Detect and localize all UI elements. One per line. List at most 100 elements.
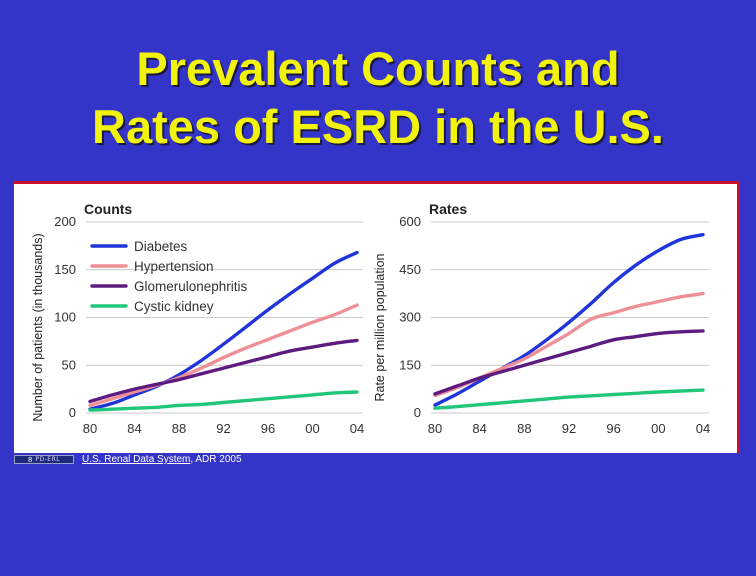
data-point — [178, 374, 180, 376]
y-tick-label: 200 — [54, 214, 76, 229]
data-point — [434, 404, 436, 406]
data-point — [289, 293, 291, 295]
x-tick-label: 80 — [83, 421, 97, 436]
data-point — [590, 395, 592, 397]
data-point — [245, 326, 247, 328]
data-point — [680, 296, 682, 298]
data-point — [311, 346, 314, 348]
title-line-1: Prevalent Counts and — [136, 42, 620, 95]
data-point — [657, 250, 659, 252]
data-point — [702, 293, 704, 295]
source-link[interactable]: U.S. Renal Data System — [82, 454, 191, 465]
data-point — [200, 367, 202, 369]
x-tick-label: 92 — [562, 421, 576, 436]
data-point — [456, 385, 458, 387]
data-point — [702, 234, 704, 236]
data-point — [613, 393, 615, 396]
data-point — [133, 394, 136, 396]
data-point — [267, 398, 269, 400]
data-point — [657, 300, 659, 303]
data-point — [568, 351, 570, 354]
data-point — [267, 309, 269, 311]
data-point — [613, 281, 615, 284]
charts-svg: 0 50 100 150 200 80 84 88 92 96 00 04 Counts Number o… — [31, 201, 710, 436]
source-rest: , ADR 2005 — [190, 454, 242, 465]
data-point — [222, 343, 225, 345]
x-tick-label: 96 — [606, 421, 620, 436]
x-tick-label: 00 — [305, 421, 319, 436]
y-tick-label: 100 — [54, 310, 76, 325]
legend-label: Diabetes — [134, 239, 188, 254]
data-point — [501, 367, 503, 370]
data-point — [523, 400, 525, 402]
data-point — [222, 357, 225, 359]
data-point — [89, 404, 91, 406]
data-point — [222, 367, 225, 369]
data-point — [245, 361, 247, 363]
x-tick-label: 92 — [216, 421, 230, 436]
y-tick-label: 300 — [399, 310, 421, 325]
y-axis-label: Rate per million population — [373, 253, 387, 401]
data-point — [178, 378, 180, 381]
data-point — [222, 401, 225, 404]
chart-title: Rates — [429, 201, 467, 217]
data-point — [635, 264, 637, 266]
data-point — [635, 336, 637, 338]
data-point — [434, 407, 436, 409]
legend-label: Glomerulonephritis — [134, 279, 248, 294]
data-point — [613, 312, 615, 314]
series-line-cystic-kidney — [433, 388, 705, 410]
data-point — [434, 393, 436, 395]
y-tick-label: 600 — [399, 214, 421, 229]
data-point — [111, 394, 113, 396]
data-point — [546, 358, 548, 360]
data-point — [133, 391, 136, 393]
data-point — [89, 400, 91, 403]
data-point — [590, 318, 592, 320]
data-point — [245, 347, 247, 349]
data-point — [479, 380, 481, 382]
data-point — [501, 402, 503, 404]
data-point — [111, 398, 113, 400]
legend-label: Hypertension — [134, 259, 214, 274]
data-point — [289, 330, 291, 332]
slide-title: Prevalent Counts and Rates of ESRD in th… — [0, 40, 756, 156]
source-line: U.S. Renal Data System, ADR 2005 — [82, 453, 242, 467]
data-point — [334, 262, 336, 264]
data-point — [334, 342, 336, 344]
data-point — [479, 404, 481, 406]
x-tick-label: 04 — [696, 421, 710, 436]
data-point — [523, 355, 525, 357]
data-point — [245, 399, 247, 402]
y-tick-label: 150 — [54, 262, 76, 277]
logo-badge: 8 PD-ERL — [14, 455, 74, 464]
data-point — [111, 408, 113, 410]
data-point — [523, 358, 525, 360]
data-point — [680, 390, 682, 392]
data-point — [334, 314, 336, 316]
chart-panel: 0 50 100 150 200 80 84 88 92 96 00 04 Counts Number o… — [14, 181, 740, 453]
data-point — [657, 332, 659, 335]
data-point — [568, 396, 570, 398]
y-tick-label: 50 — [62, 357, 76, 372]
y-tick-label: 150 — [399, 357, 421, 372]
y-tick-label: 450 — [399, 262, 421, 277]
data-point — [590, 302, 592, 304]
data-point — [133, 407, 136, 409]
logo-text: PD-ERL — [35, 456, 61, 463]
data-point — [200, 403, 202, 406]
data-point — [200, 359, 202, 362]
data-point — [311, 277, 314, 279]
data-point — [590, 345, 592, 347]
title-line-2: Rates of ESRD in the U.S. — [92, 100, 664, 153]
x-tick-label: 96 — [261, 421, 275, 436]
series-line-diabetes — [88, 250, 359, 411]
x-tick-label: 84 — [472, 421, 486, 436]
data-point — [178, 404, 180, 406]
data-point — [546, 398, 548, 400]
logo-number: 8 — [27, 455, 33, 464]
data-point — [456, 393, 458, 395]
data-point — [356, 391, 358, 393]
x-tick-label: 88 — [172, 421, 186, 436]
data-point — [613, 339, 615, 341]
